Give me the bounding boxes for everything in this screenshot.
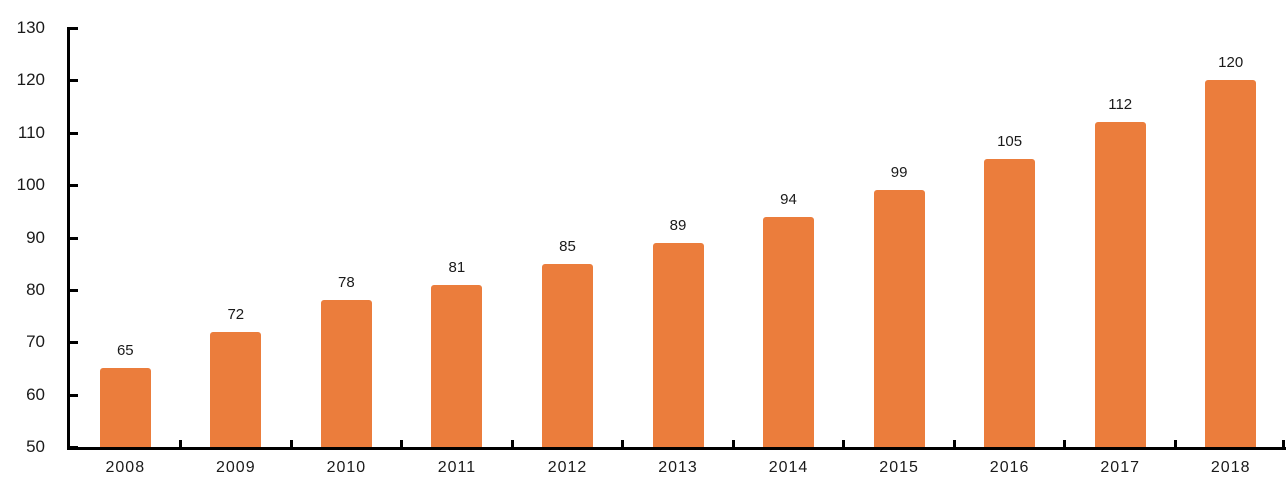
x-axis-category-label: 2012 — [547, 459, 588, 476]
x-axis-tick — [731, 440, 735, 447]
y-axis-tick — [70, 131, 78, 135]
y-axis-tick — [70, 288, 78, 292]
bar-value-label: 72 — [227, 305, 245, 323]
bar-value-label: 120 — [1218, 54, 1244, 72]
x-axis-category-label: 2014 — [768, 459, 809, 476]
x-axis-tick — [1063, 440, 1067, 447]
y-axis-line — [67, 27, 70, 450]
x-axis-category-label: 2011 — [437, 459, 477, 476]
bar-2008 — [99, 368, 151, 447]
x-axis-category-label: 2018 — [1210, 459, 1251, 476]
x-axis-category-label: 2015 — [879, 459, 919, 476]
x-axis-category-label: 2008 — [105, 459, 146, 476]
x-axis-tick — [1281, 440, 1285, 447]
x-axis-tick — [179, 440, 183, 447]
x-axis-tick — [621, 440, 625, 447]
bar-value-label: 85 — [559, 237, 576, 255]
y-axis-tick-label: 110 — [17, 122, 45, 142]
bar-2013 — [652, 242, 704, 447]
y-axis-tick — [70, 27, 78, 30]
x-axis-category-label: 2013 — [658, 459, 698, 476]
bar-2015 — [873, 190, 925, 447]
bar-value-label: 105 — [997, 132, 1023, 150]
y-axis-tick-label: 70 — [26, 332, 45, 352]
bar-2018 — [1205, 80, 1257, 447]
bar-value-label: 65 — [116, 342, 134, 360]
bar-value-label: 78 — [338, 274, 355, 292]
x-axis-tick — [952, 440, 956, 447]
y-axis-tick — [70, 446, 78, 449]
y-axis-tick-label: 90 — [26, 227, 45, 247]
x-axis-tick — [1173, 440, 1177, 447]
y-axis-tick-label: 100 — [16, 175, 45, 195]
y-axis-tick-label: 80 — [26, 279, 45, 299]
x-axis-category-label: 2016 — [989, 459, 1030, 476]
bar-2016 — [984, 158, 1036, 447]
y-axis-tick-label: 120 — [16, 70, 45, 90]
bar-2011 — [431, 284, 483, 447]
y-axis-tick — [70, 341, 78, 345]
bar-value-label: 89 — [669, 216, 687, 234]
x-axis-line — [67, 447, 1286, 450]
y-axis-tick — [70, 79, 78, 83]
x-axis-tick — [510, 440, 514, 447]
x-axis-tick — [289, 440, 293, 447]
bar-2012 — [542, 263, 593, 447]
x-axis-tick — [842, 440, 846, 447]
y-axis-tick — [70, 184, 78, 188]
y-axis-tick — [70, 236, 78, 240]
bar-value-label: 94 — [780, 190, 797, 208]
x-axis-category-label: 2017 — [1100, 459, 1140, 476]
x-axis-category-label: 2009 — [216, 459, 256, 476]
bar-value-label: 81 — [448, 258, 466, 276]
bar-2017 — [1094, 122, 1146, 447]
y-axis-tick-label: 50 — [26, 437, 45, 456]
bar-value-label: 112 — [1108, 96, 1133, 114]
x-axis-tick — [400, 440, 404, 447]
bar-2010 — [320, 300, 372, 447]
bar-2014 — [763, 216, 814, 447]
bar-value-label: 99 — [890, 164, 908, 182]
y-axis-tick-label: 130 — [16, 18, 45, 37]
x-axis-category-label: 2010 — [326, 459, 367, 476]
y-axis-tick — [70, 393, 78, 397]
y-axis-tick-label: 60 — [26, 384, 45, 404]
bar-2009 — [210, 331, 262, 447]
